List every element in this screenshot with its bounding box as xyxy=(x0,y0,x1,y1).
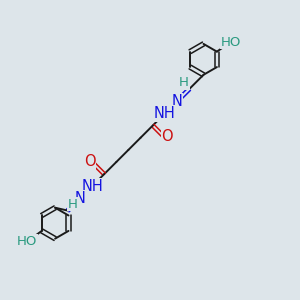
Text: N: N xyxy=(74,191,85,206)
Text: O: O xyxy=(84,154,95,169)
Text: HO: HO xyxy=(221,36,241,49)
Text: O: O xyxy=(161,129,173,144)
Text: NH: NH xyxy=(154,106,176,121)
Text: H: H xyxy=(179,76,189,89)
Text: HO: HO xyxy=(17,235,37,248)
Text: NH: NH xyxy=(81,179,103,194)
Text: N: N xyxy=(172,94,182,109)
Text: H: H xyxy=(68,197,78,211)
